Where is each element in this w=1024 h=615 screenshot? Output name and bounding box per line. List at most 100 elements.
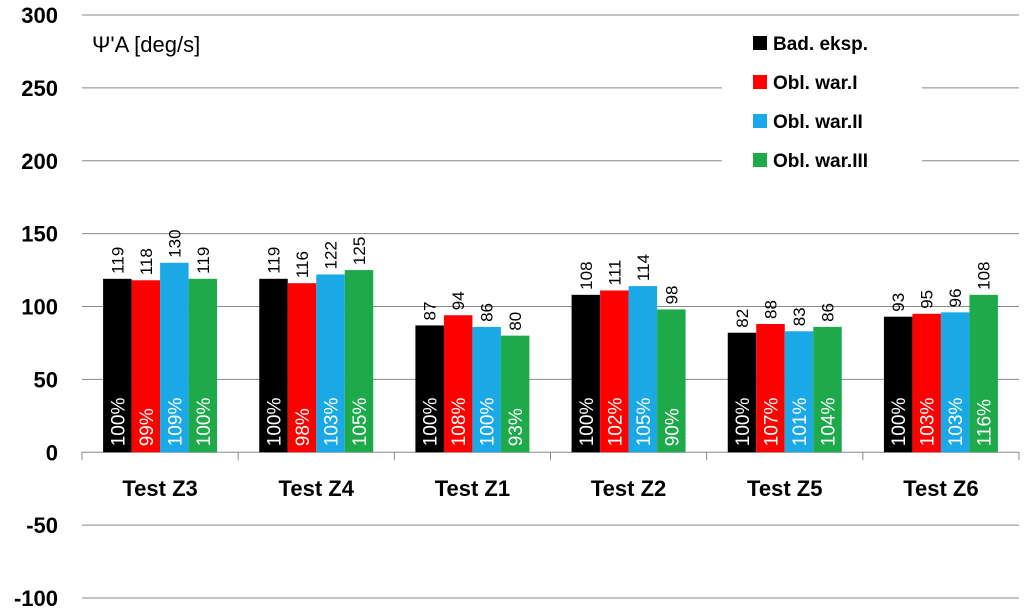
value-label: 118 bbox=[137, 248, 156, 275]
legend-swatch bbox=[753, 36, 767, 50]
value-label: 116 bbox=[293, 251, 312, 278]
value-label: 95 bbox=[918, 290, 937, 309]
value-label: 83 bbox=[790, 307, 809, 326]
value-label: 86 bbox=[478, 303, 497, 322]
percent-label: 99% bbox=[137, 408, 158, 446]
percent-label: 98% bbox=[293, 408, 314, 446]
percent-label: 100% bbox=[889, 398, 910, 447]
percent-label: 109% bbox=[165, 398, 186, 447]
value-label: 114 bbox=[634, 254, 653, 281]
value-label: 82 bbox=[733, 309, 752, 328]
bar bbox=[415, 325, 444, 453]
percent-label: 100% bbox=[478, 398, 499, 447]
value-label: 108 bbox=[577, 261, 596, 289]
value-label: 119 bbox=[108, 247, 127, 274]
bar bbox=[259, 278, 288, 453]
y-tick-label: 50 bbox=[34, 367, 58, 392]
legend-label: Obl. war.II bbox=[773, 112, 863, 133]
value-label: 80 bbox=[506, 312, 525, 331]
value-label: 94 bbox=[449, 291, 468, 310]
percent-label: 116% bbox=[975, 399, 996, 446]
percent-label: 103% bbox=[918, 398, 939, 447]
category-label: Test Z4 bbox=[279, 476, 355, 501]
percent-label: 90% bbox=[662, 408, 683, 446]
percent-label: 100% bbox=[108, 398, 129, 447]
value-label: 86 bbox=[819, 303, 838, 322]
bar bbox=[571, 294, 601, 453]
bar bbox=[657, 309, 686, 453]
bar bbox=[188, 278, 218, 453]
y-tick-label: 150 bbox=[21, 222, 58, 247]
category-labels: Test Z3 Test Z4 Test Z1 Test Z2 Test Z5 Test … bbox=[122, 476, 978, 501]
percent-label: 100% bbox=[265, 398, 286, 447]
percent-label: 104% bbox=[819, 398, 840, 447]
value-label: 119 bbox=[265, 247, 284, 274]
bar bbox=[600, 290, 629, 453]
value-label: 130 bbox=[165, 229, 184, 257]
value-label: 88 bbox=[762, 300, 781, 319]
bar bbox=[940, 312, 970, 453]
percent-label: 100% bbox=[421, 398, 442, 447]
category-label: Test Z3 bbox=[122, 476, 197, 501]
bar bbox=[316, 274, 345, 453]
bar bbox=[443, 315, 473, 453]
bar bbox=[131, 280, 161, 453]
bar bbox=[472, 326, 501, 453]
percent-label: 103% bbox=[946, 398, 967, 447]
bar bbox=[756, 323, 785, 453]
category-label: Test Z2 bbox=[591, 476, 666, 501]
y-tick-label: 300 bbox=[21, 3, 58, 28]
category-label: Test Z6 bbox=[903, 476, 978, 501]
percent-label: 105% bbox=[350, 398, 371, 447]
bar bbox=[160, 262, 189, 453]
y-tick-label: 0 bbox=[46, 440, 58, 465]
value-label: 93 bbox=[889, 293, 908, 312]
percent-label: 100% bbox=[733, 398, 754, 447]
category-label: Test Z5 bbox=[747, 476, 822, 501]
percent-label: 93% bbox=[506, 408, 527, 446]
y-tick-label: -100 bbox=[14, 586, 58, 611]
bar bbox=[727, 332, 757, 453]
legend-label: Obl. war.III bbox=[773, 151, 868, 172]
bar bbox=[912, 313, 941, 453]
bar bbox=[500, 335, 530, 453]
bar bbox=[103, 278, 132, 453]
value-label: 96 bbox=[946, 288, 965, 307]
value-label: 122 bbox=[322, 241, 341, 269]
percent-label: 107% bbox=[762, 398, 783, 447]
percent-label: 103% bbox=[322, 398, 343, 447]
value-label: 98 bbox=[662, 285, 681, 304]
legend-swatch bbox=[753, 153, 767, 167]
y-tick-label: -50 bbox=[26, 513, 58, 538]
legend-swatch bbox=[753, 114, 767, 128]
bar bbox=[784, 331, 814, 453]
legend-swatch bbox=[753, 75, 767, 89]
legend: Bad. eksp. Obl. war.I Obl. war.II Obl. war.… bbox=[722, 22, 922, 188]
bar bbox=[287, 283, 317, 453]
bar bbox=[344, 270, 374, 453]
value-label: 108 bbox=[975, 261, 994, 289]
legend-label: Bad. eksp. bbox=[773, 34, 868, 55]
percent-label: 101% bbox=[790, 398, 811, 447]
y-axis-ticks: 300 250 200 150 100 50 0 -50 -100 bbox=[14, 3, 58, 611]
bar bbox=[628, 286, 658, 453]
y-tick-label: 250 bbox=[21, 76, 58, 101]
category-label: Test Z1 bbox=[435, 476, 510, 501]
value-label: 125 bbox=[350, 237, 369, 265]
y-tick-label: 100 bbox=[21, 295, 58, 320]
value-label: 87 bbox=[421, 302, 440, 321]
percent-label: 102% bbox=[605, 398, 626, 447]
value-label: 111 bbox=[605, 260, 624, 286]
bars: 119 100% 119 100% 87 100% 108 100% 82 100% 93 100% 1… bbox=[103, 229, 998, 453]
y-axis-label: Ψ'A [deg/s] bbox=[92, 32, 200, 57]
legend-label: Obl. war.I bbox=[773, 73, 857, 94]
percent-label: 100% bbox=[194, 398, 215, 447]
y-tick-label: 200 bbox=[21, 149, 58, 174]
bar bbox=[813, 326, 842, 453]
bar bbox=[883, 316, 913, 453]
percent-label: 100% bbox=[577, 398, 598, 447]
value-label: 119 bbox=[194, 247, 213, 274]
percent-label: 105% bbox=[634, 398, 655, 447]
bar bbox=[969, 294, 998, 453]
